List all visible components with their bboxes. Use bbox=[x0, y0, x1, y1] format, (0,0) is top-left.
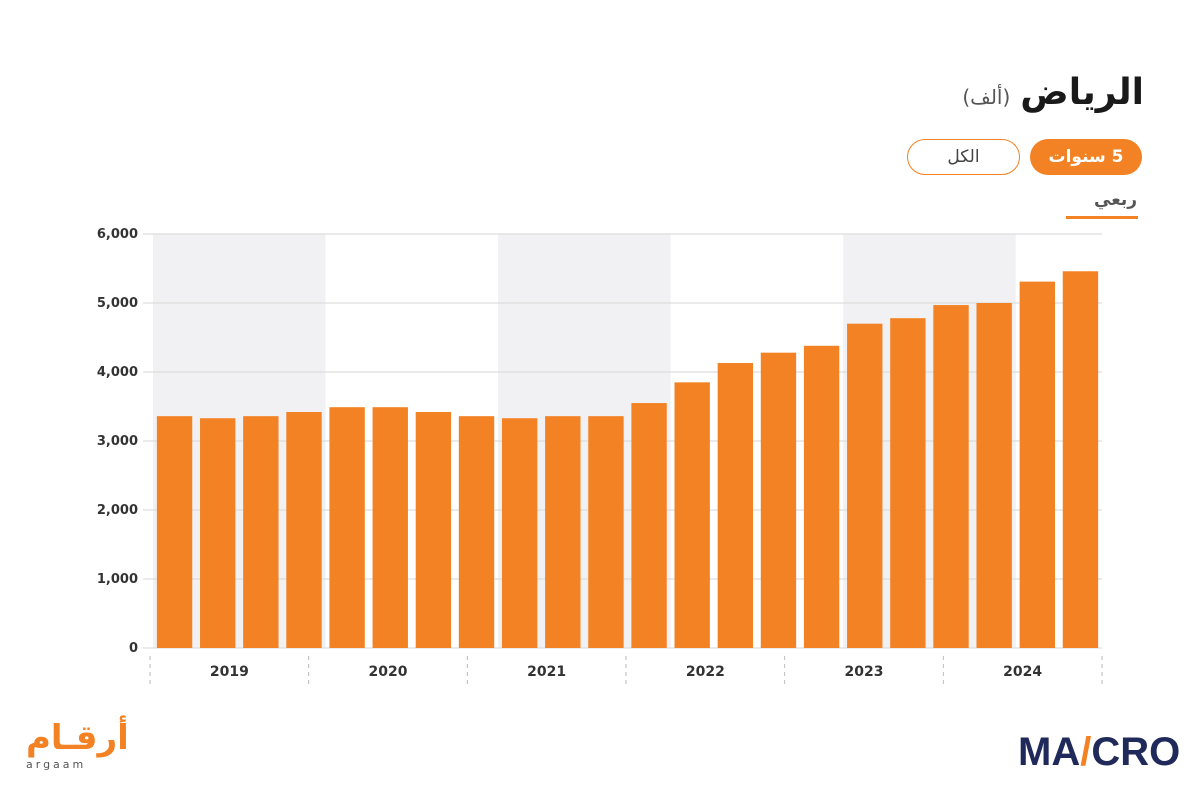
bar bbox=[717, 363, 754, 648]
x-year-label: 2021 bbox=[527, 664, 566, 680]
x-year-label: 2022 bbox=[686, 664, 725, 680]
chart-unit: (ألف) bbox=[962, 85, 1011, 109]
chart-title: الرياض bbox=[1020, 72, 1144, 113]
x-year-label: 2023 bbox=[845, 664, 884, 680]
bar bbox=[588, 416, 624, 648]
bar bbox=[933, 305, 969, 648]
range-5-years-button[interactable]: 5 سنوات bbox=[1030, 139, 1142, 175]
bar bbox=[631, 403, 667, 648]
bar bbox=[329, 407, 365, 648]
x-year-label: 2019 bbox=[210, 664, 249, 680]
bar bbox=[1019, 281, 1055, 648]
bar bbox=[243, 416, 279, 648]
x-year-label: 2020 bbox=[369, 664, 408, 680]
bar bbox=[200, 418, 236, 648]
macro-logo-accent: / bbox=[1080, 730, 1092, 774]
bar bbox=[847, 323, 883, 648]
frequency-tab-quarterly[interactable]: ربعي bbox=[1094, 190, 1137, 210]
y-tick-label: 2,000 bbox=[97, 503, 138, 518]
macro-logo-suffix: CRO bbox=[1091, 730, 1181, 774]
y-tick-label: 3,000 bbox=[97, 434, 138, 449]
y-tick-label: 5,000 bbox=[97, 296, 138, 311]
x-year-label: 2024 bbox=[1003, 664, 1042, 680]
frequency-tab-underline bbox=[1066, 216, 1138, 219]
bar bbox=[156, 416, 193, 648]
y-tick-label: 1,000 bbox=[97, 572, 138, 587]
bar bbox=[372, 407, 408, 648]
bar bbox=[890, 318, 926, 648]
range-all-button[interactable]: الكل bbox=[907, 139, 1020, 175]
bar bbox=[415, 412, 452, 648]
bar bbox=[976, 303, 1012, 648]
y-tick-label: 4,000 bbox=[97, 365, 138, 380]
argaam-logo-latin: argaam bbox=[26, 758, 87, 771]
bar bbox=[501, 418, 538, 648]
macro-logo-prefix: MA bbox=[1018, 730, 1081, 774]
bar bbox=[803, 345, 840, 648]
bar bbox=[1062, 271, 1099, 648]
bar bbox=[760, 352, 797, 648]
y-tick-label: 6,000 bbox=[97, 227, 138, 242]
macro-logo: MA/CRO bbox=[1018, 730, 1180, 775]
bar bbox=[286, 412, 322, 648]
argaam-logo-arabic: أرقـام bbox=[26, 718, 129, 758]
bar bbox=[674, 382, 710, 648]
y-tick-label: 0 bbox=[129, 641, 138, 656]
chart-title-row: الرياض (ألف) bbox=[962, 72, 1144, 113]
bar bbox=[545, 416, 581, 648]
bar bbox=[458, 416, 495, 648]
argaam-logo: أرقـام argaam bbox=[26, 720, 136, 772]
